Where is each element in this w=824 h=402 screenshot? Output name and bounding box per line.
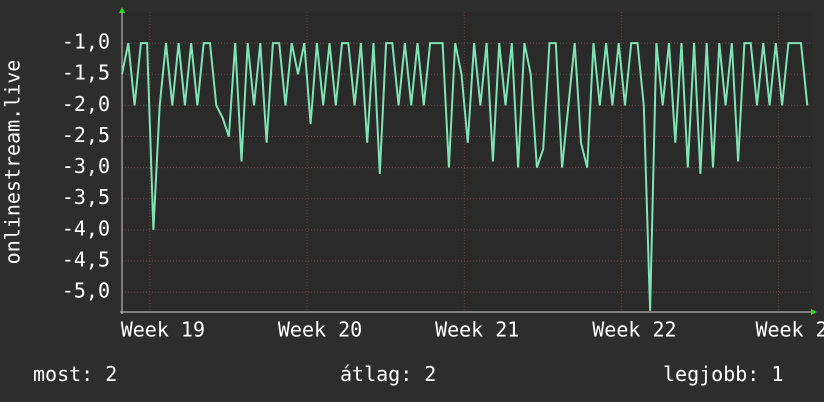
y-arrow — [119, 7, 125, 13]
y-tick-label: -4,0 — [62, 216, 110, 240]
footer-label: most: — [33, 362, 93, 386]
x-tick-label: Week 19 — [121, 318, 205, 342]
y-tick-label: -1,0 — [62, 30, 110, 54]
footer-value: 2 — [424, 362, 436, 386]
footer-value: 2 — [105, 362, 117, 386]
x-tick-label: Week 2 — [755, 318, 824, 342]
footer: most: 2 átlag: 2 legjobb: 1 — [33, 362, 783, 386]
y-tick-label: -2,0 — [62, 92, 110, 116]
y-tick-label: -2,5 — [62, 123, 110, 147]
footer-value: 1 — [771, 362, 783, 386]
x-tick-label: Week 20 — [278, 318, 362, 342]
x-arrow — [811, 309, 817, 315]
footer-label: átlag: — [340, 362, 412, 386]
plot-area — [122, 12, 812, 312]
footer-item: most: 2 — [33, 362, 117, 386]
y-tick-label: -3,0 — [62, 154, 110, 178]
x-tick-label: Week 22 — [592, 318, 676, 342]
y-tick-label: -3,5 — [62, 185, 110, 209]
y-tick-label: -4,5 — [62, 247, 110, 271]
footer-item: legjobb: 1 — [663, 362, 783, 386]
x-tick-label: Week 21 — [435, 318, 519, 342]
footer-item: átlag: 2 — [340, 362, 436, 386]
data-line — [121, 42, 809, 311]
y-tick-label: -5,0 — [62, 279, 110, 303]
footer-label: legjobb: — [663, 362, 759, 386]
y-axis-label: onlinestream.live — [1, 60, 25, 265]
y-tick-label: -1,5 — [62, 61, 110, 85]
